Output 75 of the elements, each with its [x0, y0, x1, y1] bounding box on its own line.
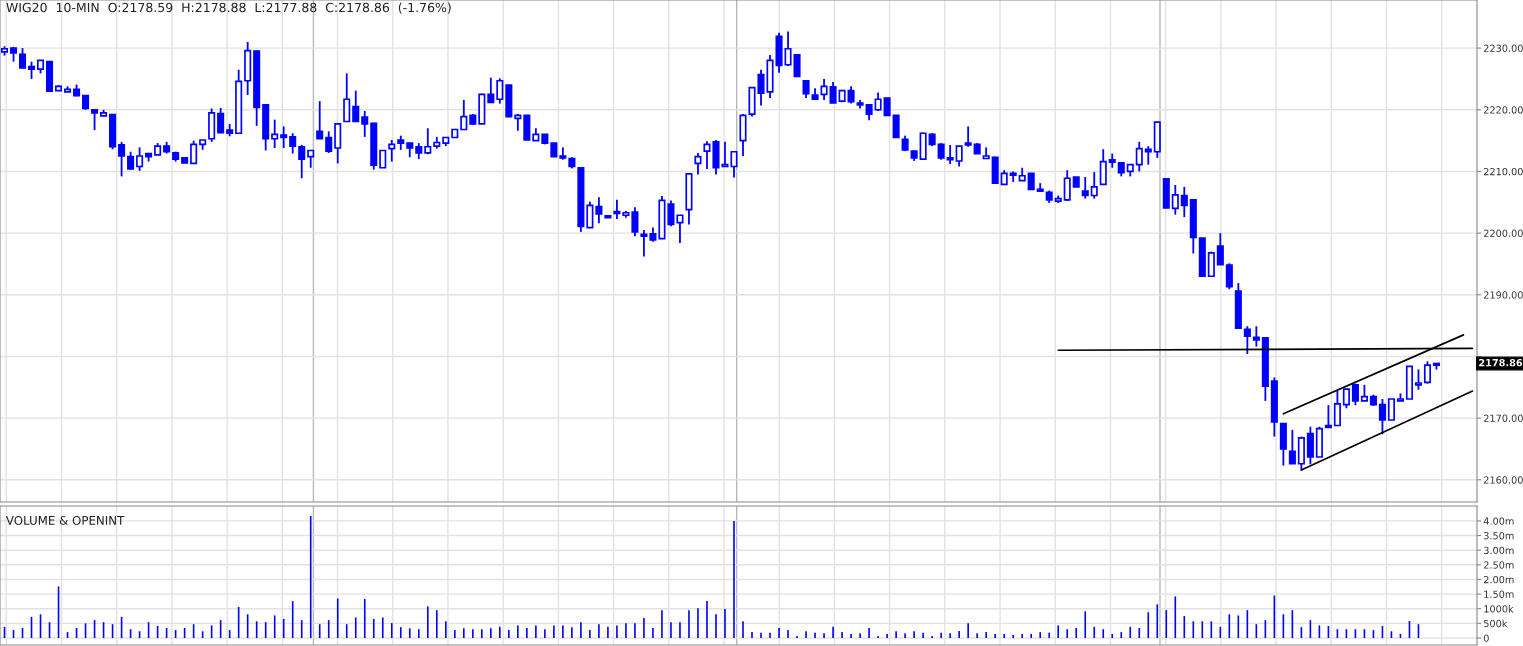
candlestick	[388, 139, 396, 163]
candlestick	[820, 78, 828, 101]
candlestick	[424, 127, 432, 156]
candlestick	[892, 114, 900, 139]
candlestick	[586, 200, 594, 229]
y-tick-label: 2.50m	[1483, 561, 1514, 569]
y-tick-label: 2160.00	[1483, 476, 1523, 484]
candlestick	[1063, 169, 1071, 202]
candlestick	[694, 152, 702, 176]
y-tick-label: 2.00m	[1483, 575, 1514, 584]
candlestick	[1243, 325, 1251, 355]
y-tick-label: 1000k	[1484, 605, 1514, 613]
candlestick	[118, 140, 126, 178]
candlestick	[361, 110, 369, 138]
candlestick	[1144, 145, 1152, 166]
candlestick	[1414, 368, 1422, 391]
candlestick	[1216, 232, 1224, 266]
candlestick	[271, 118, 279, 149]
candlestick	[91, 108, 99, 132]
candlestick	[460, 99, 468, 131]
candlestick	[1081, 176, 1089, 200]
candlestick	[1135, 140, 1143, 173]
candlestick	[18, 47, 27, 70]
candlestick	[613, 198, 621, 220]
candlestick	[1378, 398, 1386, 436]
candlestick	[1342, 387, 1350, 410]
candlestick	[1171, 184, 1179, 216]
candlestick	[289, 132, 297, 155]
y-tick-label: 2230.00	[1483, 44, 1523, 52]
candlestick	[136, 146, 144, 172]
candlestick	[1090, 171, 1098, 200]
candlestick	[829, 81, 837, 104]
y-tick-label: 1.50m	[1484, 590, 1514, 598]
candlestick	[946, 144, 954, 165]
candlestick	[1099, 148, 1107, 186]
candlestick	[217, 107, 225, 134]
candlestick	[964, 125, 972, 148]
candlestick	[640, 229, 648, 258]
text: VOLUME & OPENINT	[6, 515, 125, 525]
candlestick	[1423, 360, 1432, 385]
candlestick	[316, 100, 324, 140]
candlestick	[298, 144, 306, 180]
candlestick	[487, 76, 495, 104]
y-tick-label: 2190.00	[1483, 291, 1523, 299]
y-tick-label: 2210.00	[1483, 167, 1523, 176]
chart-title: WIG20 10-MIN O:2178.59 H:2178.88 L:2177.88 C:2178.86 (-1.76%)	[6, 2, 451, 14]
candlestick	[1225, 262, 1233, 291]
candlestick	[190, 139, 198, 165]
candlestick	[595, 196, 603, 225]
candlestick	[1306, 425, 1314, 466]
candlestick	[343, 72, 351, 123]
candlestick	[1333, 390, 1341, 427]
candlestick	[1252, 325, 1260, 348]
y-tick-label: 4.00m	[1483, 517, 1514, 525]
y-tick-label: 3.50m	[1483, 532, 1514, 540]
candlestick	[1180, 185, 1188, 218]
candlestick	[1387, 398, 1395, 421]
candlestick	[676, 214, 684, 244]
y-tick-label: 2220.00	[1483, 106, 1523, 114]
candlestick	[280, 125, 288, 149]
candlestick	[631, 206, 639, 238]
candlestick	[667, 199, 675, 228]
y-tick-label: 3.00m	[1483, 546, 1514, 555]
candlestick	[1207, 250, 1215, 278]
candlestick	[496, 77, 504, 105]
candlestick	[352, 89, 360, 123]
y-tick-label: 500k	[1484, 619, 1508, 628]
candlestick	[1288, 428, 1296, 465]
candlestick	[325, 130, 333, 154]
candlestick	[955, 145, 963, 168]
y-tick-label: 0	[1483, 634, 1489, 642]
text: 2178.86	[1479, 358, 1523, 367]
y-tick-label: 2200.00	[1483, 229, 1523, 237]
y-tick-label: 2170.00	[1483, 414, 1523, 422]
candlestick	[793, 54, 801, 78]
